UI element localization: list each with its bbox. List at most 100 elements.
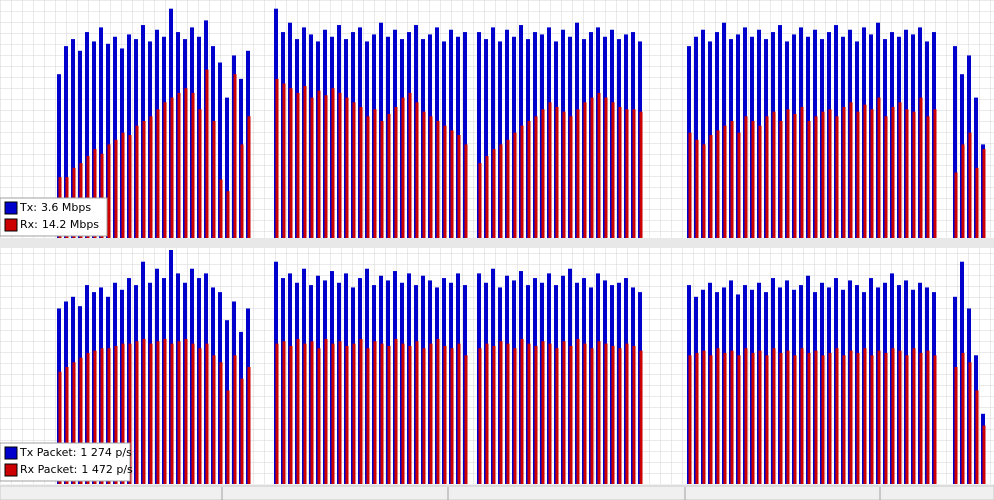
rx-bar — [821, 111, 825, 238]
rx-bar — [177, 92, 181, 238]
rx-bar — [562, 341, 566, 484]
rx-bar — [247, 116, 251, 238]
rx-bar — [156, 109, 160, 238]
rx-bar — [555, 348, 559, 484]
rx-bar — [79, 357, 83, 484]
rx-bar — [541, 341, 545, 484]
tx-bar — [113, 36, 117, 239]
rx-bar — [968, 132, 972, 238]
rx-bar — [86, 352, 90, 484]
rx-bar — [828, 109, 832, 238]
rx-bar — [730, 121, 734, 238]
rx-bar — [625, 109, 629, 238]
rx-bar — [429, 343, 433, 484]
rx-bar — [240, 378, 244, 484]
rx-bar — [310, 97, 314, 238]
rx-bar — [184, 338, 188, 484]
rx-bar — [569, 116, 573, 238]
rx-bar — [338, 341, 342, 484]
rx-bar — [331, 88, 335, 239]
rx-bar — [121, 343, 125, 484]
rx-bar — [394, 338, 398, 484]
rx-bar — [149, 343, 153, 484]
rx-bar — [65, 367, 69, 484]
rx-bar — [639, 111, 643, 238]
tx-bar — [463, 32, 467, 238]
rx-bar — [905, 355, 909, 484]
rx-bar — [835, 116, 839, 238]
rx-bar — [401, 343, 405, 484]
rx-bar — [366, 116, 370, 238]
rx-bar — [212, 121, 216, 238]
rx-bar — [520, 125, 524, 238]
rx-bar — [513, 348, 517, 484]
rx-bar — [961, 144, 965, 238]
rx-bar — [303, 343, 307, 484]
rx-bar — [233, 74, 237, 238]
tx-bar — [694, 36, 698, 239]
rx-bar — [905, 109, 909, 238]
tx-bar — [484, 39, 488, 238]
rx-bar — [814, 350, 818, 484]
rx-bar — [982, 425, 986, 484]
rx-bar — [345, 97, 349, 238]
rx-bar — [443, 125, 447, 238]
rx-bar — [191, 92, 195, 238]
rx-bar — [450, 348, 454, 484]
rx-bar — [744, 348, 748, 484]
rx-bar — [800, 348, 804, 484]
legend-rate: 14.2 Mbps — [42, 218, 99, 231]
rx-bar — [590, 97, 594, 238]
rx-bar — [72, 362, 76, 484]
rx-bar — [380, 121, 384, 238]
rx-bar — [492, 149, 496, 238]
rx-bar — [548, 343, 552, 484]
rx-bar — [891, 348, 895, 484]
rx-bar — [415, 102, 419, 238]
rx-bar — [555, 106, 559, 239]
rx-bar — [730, 350, 734, 484]
legend-box — [0, 442, 131, 482]
rx-bar — [961, 352, 965, 484]
rx-bar — [618, 106, 622, 239]
tx-bar — [505, 29, 509, 238]
legend-rate: 1 472 p/s — [81, 463, 133, 476]
rx-bar — [408, 345, 412, 484]
legend-name: Rx: — [20, 218, 38, 231]
rx-bar — [107, 144, 111, 238]
rx-bar — [751, 121, 755, 238]
rx-bar — [926, 116, 930, 238]
rx-bar — [842, 355, 846, 484]
rx-bar — [779, 121, 783, 238]
tx-bar — [78, 50, 82, 238]
rx-bar — [772, 348, 776, 484]
rx-bar — [275, 343, 279, 484]
rx-bar — [912, 111, 916, 238]
rx-bar — [912, 348, 916, 484]
rx-bar — [919, 352, 923, 484]
tx-bar — [85, 32, 89, 238]
rx-bar — [142, 121, 146, 238]
rx-bar — [828, 352, 832, 484]
rx-bar — [499, 341, 503, 484]
rx-bar — [226, 191, 230, 238]
rx-bar — [737, 355, 741, 484]
rx-bar — [968, 362, 972, 484]
rx-bar — [387, 113, 391, 238]
rx-bar — [877, 97, 881, 238]
rx-bar — [219, 362, 223, 484]
rx-bar — [849, 102, 853, 238]
rx-bar — [954, 367, 958, 484]
rx-bar — [520, 338, 524, 484]
rx-bar — [163, 102, 167, 238]
rx-bar — [324, 338, 328, 484]
rx-bar — [891, 106, 895, 239]
legend-swatch — [4, 201, 18, 215]
rx-bar — [975, 167, 979, 238]
rx-bar — [688, 132, 692, 238]
rx-bar — [128, 135, 132, 238]
legend-box — [0, 197, 108, 237]
rx-bar — [527, 343, 531, 484]
rx-bar — [408, 92, 412, 238]
